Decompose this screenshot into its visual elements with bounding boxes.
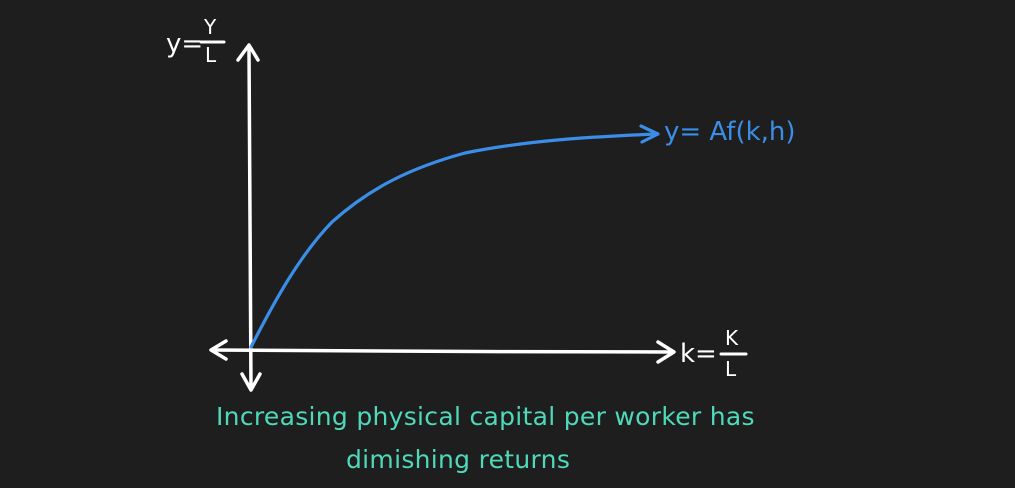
y-axis [247,48,253,390]
production-curve [249,132,657,349]
y-axis-label-numerator: Y [203,15,217,39]
x-axis-right-arrowhead [656,340,676,364]
y-axis-label-denominator: L [205,43,217,67]
x-axis-label-prefix: k= [680,339,717,369]
x-axis-label-denominator: L [725,357,737,381]
x-axis [210,348,675,354]
x-axis-label: k= K L [680,326,748,381]
x-axis-left-arrowhead [209,339,228,361]
x-axis-label-numerator: K [725,326,739,350]
production-curve-arrowhead [639,124,660,144]
y-axis-bottom-arrowhead [240,372,262,392]
y-axis-label-prefix: y= [166,29,203,59]
y-axis-top-arrowhead [236,43,260,62]
y-axis-label: y= Y L [166,15,226,67]
caption-line-2: dimishing returns [346,445,571,474]
caption-line-1: Increasing physical capital per worker h… [216,402,755,431]
curve-label: y= Af(k,h) [664,117,796,147]
